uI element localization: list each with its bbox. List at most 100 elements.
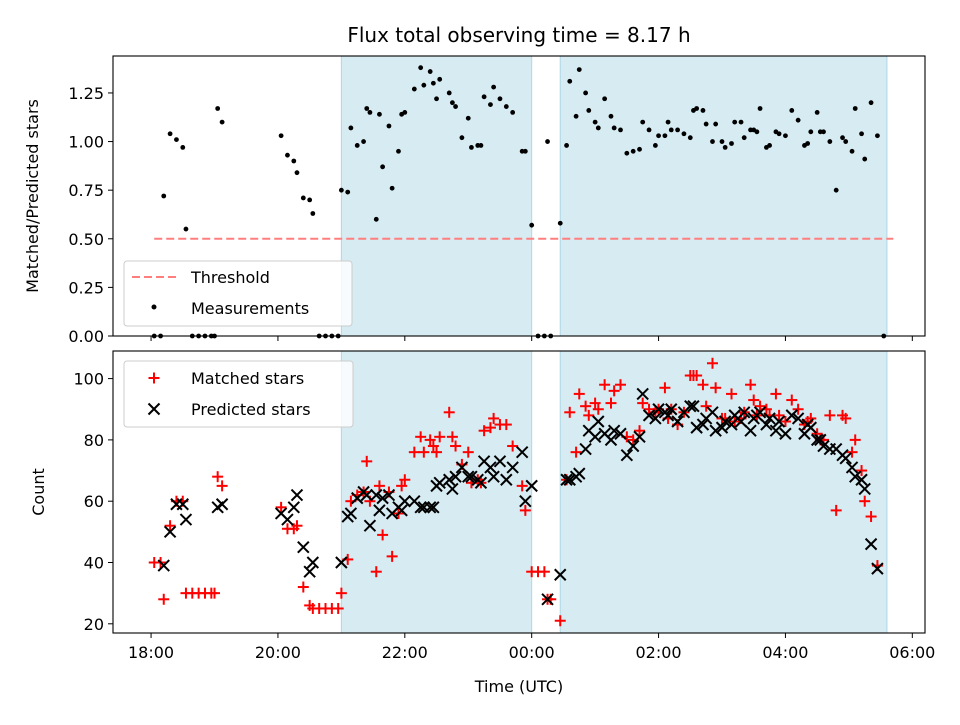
count-y-axis-label: Count xyxy=(29,468,48,516)
measurement-point xyxy=(380,164,386,170)
measurement-point xyxy=(586,108,592,113)
x-stroke-b xyxy=(709,424,722,437)
measurement-point xyxy=(567,78,573,84)
x-tick-label: 06:00 xyxy=(889,643,935,662)
x-tick-label: 02:00 xyxy=(636,643,682,662)
predicted-star-point xyxy=(684,399,697,413)
matched-star-point xyxy=(158,593,170,605)
predicted-star-point xyxy=(696,418,710,431)
predicted-star-point xyxy=(455,461,469,474)
x-tick-label: 00:00 xyxy=(509,643,555,662)
measurement-point xyxy=(427,69,433,74)
measurement-point xyxy=(421,82,427,88)
measurement-point xyxy=(776,131,782,137)
predicted-star-point xyxy=(690,421,703,434)
measurement-point xyxy=(215,106,221,111)
matched-star-point xyxy=(830,504,842,516)
x-stroke-b xyxy=(779,427,792,440)
predicted-star-point xyxy=(525,479,538,493)
matched-star-point xyxy=(710,382,722,394)
predicted-star-point xyxy=(855,473,868,486)
matched-star-point xyxy=(634,425,646,437)
predicted-legend-label: Predicted stars xyxy=(191,400,311,419)
measurement-point xyxy=(386,123,392,129)
measurement-point xyxy=(592,119,598,125)
measurement-point xyxy=(481,94,487,100)
x-stroke-b xyxy=(179,513,193,526)
x-stroke-b xyxy=(163,525,177,539)
y-tick-label: 20 xyxy=(84,615,104,634)
measurement-point xyxy=(814,109,820,115)
x-stroke-b xyxy=(763,412,776,425)
measurement-point xyxy=(732,119,738,125)
matched-star-point xyxy=(849,434,861,446)
predicted-star-point xyxy=(395,504,408,517)
predicted-star-point xyxy=(804,421,818,434)
measurement-point xyxy=(875,133,880,139)
matched-star-point xyxy=(377,529,389,541)
predicted-star-point xyxy=(363,519,377,532)
ratio-panel: 0.00 0.25 0.50 0.75 1.00 1.25 Matched/Predict… xyxy=(23,55,926,346)
measurement-point xyxy=(361,139,366,144)
y-tick-label: 100 xyxy=(73,370,104,389)
measurement-point xyxy=(862,156,868,162)
measurement-point xyxy=(859,131,864,137)
matched-star-point xyxy=(370,566,382,578)
measurement-point xyxy=(396,148,401,154)
measurement-point xyxy=(595,125,601,131)
matched-star-point xyxy=(599,379,611,391)
x-stroke-b xyxy=(525,479,538,493)
measurement-point xyxy=(843,139,849,144)
observing-window xyxy=(559,55,888,337)
measurement-point xyxy=(868,100,874,106)
x-stroke-b xyxy=(423,501,437,514)
measurement-point xyxy=(488,102,493,108)
measurement-point xyxy=(789,108,795,113)
predicted-star-point xyxy=(449,470,462,483)
matched-star-point xyxy=(164,520,176,532)
matched-star-point xyxy=(824,409,836,421)
matched-star-point xyxy=(697,379,709,391)
matched-star-point xyxy=(408,446,420,458)
measurement-point xyxy=(719,139,725,144)
x-stroke-b xyxy=(455,461,469,474)
measurement-point xyxy=(618,127,623,133)
x-stroke-b xyxy=(363,519,377,532)
matched-star-point xyxy=(431,446,443,458)
x-stroke-b xyxy=(810,433,824,447)
x-stroke-b xyxy=(506,461,519,474)
x-stroke-b xyxy=(598,427,611,440)
x-stroke-b xyxy=(541,593,554,606)
matched-star-point xyxy=(396,480,408,492)
count-legend-box xyxy=(123,360,354,428)
matched-star-point xyxy=(580,400,592,412)
x-stroke-b xyxy=(443,473,456,486)
x-stroke-b xyxy=(734,415,748,428)
predicted-star-point xyxy=(626,439,640,453)
count-y-ticks: 20 40 60 80 100 xyxy=(73,370,113,634)
predicted-star-point xyxy=(493,455,507,468)
predicted-star-point xyxy=(382,488,396,502)
x-stroke-b xyxy=(474,476,488,490)
measurements-legend-label: Measurements xyxy=(191,299,309,318)
predicted-star-point xyxy=(157,559,170,572)
predicted-star-point xyxy=(414,501,427,514)
predicted-star-point xyxy=(360,488,373,502)
measurement-point xyxy=(285,152,290,158)
predicted-star-point xyxy=(607,424,621,437)
measurement-point xyxy=(469,144,474,150)
x-stroke-b xyxy=(382,488,396,502)
matched-star-point xyxy=(615,379,626,391)
predicted-star-point xyxy=(554,568,567,581)
predicted-star-point xyxy=(462,470,475,483)
y-tick-label: 0.75 xyxy=(68,181,104,200)
matched-star-point xyxy=(434,431,446,443)
x-stroke-b xyxy=(519,494,532,508)
measurement-point xyxy=(161,193,167,199)
measurement-point xyxy=(602,96,608,102)
predicted-star-point xyxy=(560,473,573,486)
y-tick-label: 0.00 xyxy=(68,327,104,346)
matched-star-point xyxy=(564,406,576,418)
measurement-point xyxy=(710,139,715,144)
